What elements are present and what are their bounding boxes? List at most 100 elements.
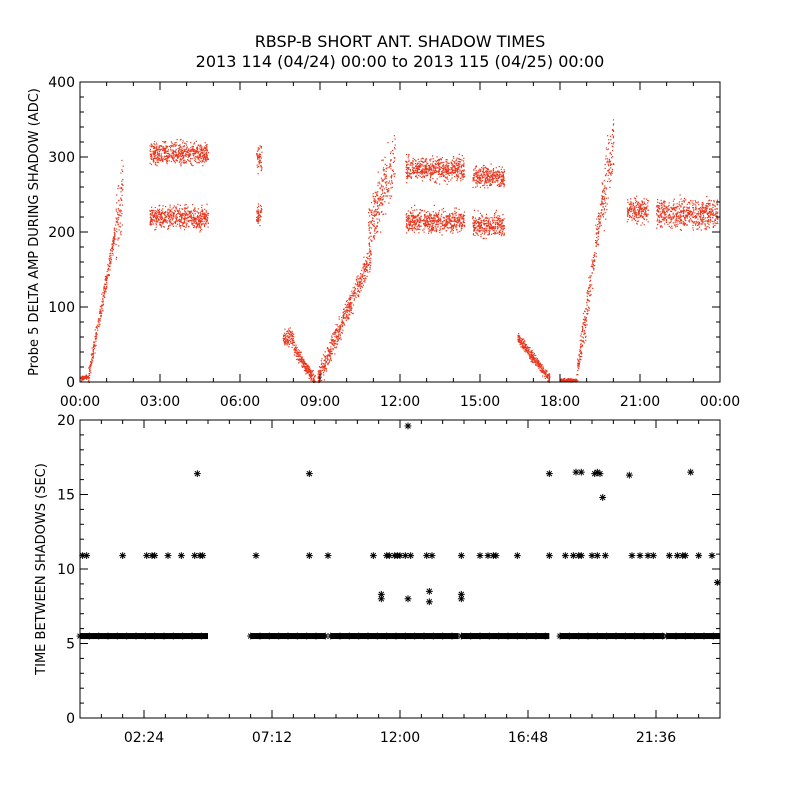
data-point: [452, 212, 454, 214]
data-point: [454, 221, 456, 223]
data-point: [196, 155, 198, 157]
data-point: [119, 222, 121, 224]
data-point: [484, 230, 486, 232]
data-point: [306, 364, 308, 366]
data-point: [461, 175, 463, 177]
data-point: [324, 351, 326, 353]
data-point: [490, 226, 492, 228]
data-point: [202, 211, 204, 213]
data-point: [563, 380, 565, 382]
data-point: [442, 164, 444, 166]
data-point: [456, 224, 458, 226]
data-point: [382, 159, 384, 161]
data-point: [160, 226, 162, 228]
data-point: [372, 195, 374, 197]
data-point: [338, 331, 340, 333]
data-point: [424, 171, 426, 173]
data-point: [426, 165, 428, 167]
data-point: [440, 162, 442, 164]
data-point: [312, 373, 315, 375]
data-point: [497, 179, 499, 181]
data-point: [169, 220, 171, 223]
data-point: [194, 207, 196, 209]
data-point: [183, 161, 185, 163]
data-point: [353, 290, 355, 292]
data-point: [178, 161, 180, 163]
data-point: [374, 210, 376, 212]
data-point: [415, 176, 417, 178]
data-point: [155, 224, 157, 226]
data-point: [500, 235, 503, 237]
data-point: [256, 211, 258, 213]
data-point: [293, 341, 295, 343]
data-point: [190, 211, 192, 214]
data-point: [500, 168, 502, 170]
data-point: [526, 348, 528, 350]
data-point: [365, 268, 367, 271]
data-point: [485, 182, 487, 184]
data-point: [183, 146, 185, 148]
data-point: [450, 219, 453, 221]
data-point: [182, 152, 184, 155]
data-point: [207, 214, 209, 216]
data-point: [458, 165, 461, 167]
data-point: [375, 200, 377, 202]
data-point: [336, 343, 338, 345]
data-point: [462, 224, 464, 226]
data-point: [90, 353, 92, 355]
data-point: [411, 219, 413, 221]
data-point: [288, 330, 290, 332]
data-point: [452, 226, 454, 228]
data-point: [164, 211, 167, 213]
data-point: [339, 333, 341, 335]
data-point: [193, 151, 195, 153]
data-point: [107, 269, 109, 271]
data-point: [456, 176, 458, 178]
data-point: [162, 221, 164, 223]
data-point: [170, 145, 172, 147]
data-point: [428, 218, 431, 220]
data-point: [410, 162, 412, 164]
data-point: [460, 213, 462, 216]
data-point: [91, 356, 93, 359]
data-point: [258, 155, 260, 157]
data-point: [364, 281, 366, 283]
data-point: [493, 219, 495, 221]
data-point: [439, 163, 441, 165]
data-point: [379, 187, 381, 189]
data-point: [537, 361, 540, 364]
data-point: [415, 168, 417, 170]
data-point: [415, 171, 417, 173]
data-point: [344, 313, 346, 315]
data-point: [412, 214, 414, 216]
data-point: [435, 212, 437, 214]
data-point: [176, 139, 178, 141]
data-point: [416, 167, 418, 169]
data-point: [346, 316, 348, 318]
data-point: [109, 263, 111, 265]
data-point: [411, 164, 413, 166]
data-point: [425, 164, 427, 166]
data-point: [160, 215, 162, 217]
data-point: [309, 375, 311, 377]
data-point: [289, 333, 291, 335]
data-point: [259, 153, 261, 155]
data-point: [325, 360, 327, 363]
data-point: [261, 208, 263, 211]
data-point: [194, 213, 196, 215]
data-point: [406, 226, 408, 228]
data-point: [374, 201, 376, 203]
data-point: [503, 179, 505, 181]
data-point: [320, 369, 322, 371]
data-point: [540, 366, 542, 368]
data-point: [497, 183, 499, 185]
data-point: [203, 214, 206, 216]
data-point: [334, 336, 336, 338]
data-point: [154, 211, 156, 213]
data-point: [446, 171, 449, 173]
data-point: [378, 213, 380, 216]
data-point: [446, 216, 448, 218]
data-point: [500, 182, 502, 184]
data-point: [86, 378, 88, 380]
data-point: [483, 219, 485, 221]
